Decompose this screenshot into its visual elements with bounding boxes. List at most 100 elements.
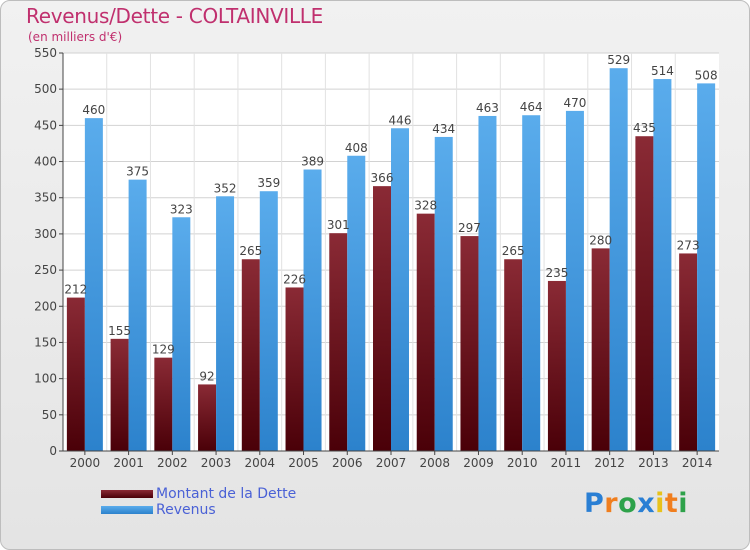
bar-revenue: [522, 115, 541, 451]
logo-letter: i: [678, 488, 689, 519]
bar-debt: [635, 136, 654, 451]
bar-revenue: [128, 179, 147, 452]
data-label-revenue: 463: [476, 101, 499, 115]
data-label-revenue: 464: [520, 100, 543, 114]
y-tick-label: 400: [34, 155, 57, 169]
y-tick-label: 50: [42, 408, 57, 422]
bar-revenue: [434, 136, 453, 451]
bar-revenue: [478, 115, 497, 451]
data-label-debt: 366: [371, 171, 394, 185]
logo-letter: r: [604, 488, 619, 519]
data-label-debt: 129: [152, 343, 175, 357]
data-label-revenue: 446: [389, 113, 412, 127]
data-label-revenue: 470: [563, 96, 586, 110]
legend-swatch-debt: [101, 490, 153, 498]
y-tick-label: 550: [34, 46, 57, 60]
data-label-revenue: 460: [82, 103, 105, 117]
x-tick-label: 2013: [638, 456, 669, 470]
bar-revenue: [303, 169, 322, 452]
bar-debt: [110, 338, 129, 451]
logo-letter: P: [584, 488, 605, 519]
x-tick-label: 2003: [201, 456, 232, 470]
proxiti-logo: Proxiti: [584, 488, 688, 519]
bar-debt: [285, 287, 304, 451]
logo-letter: i: [655, 488, 665, 519]
bar-debt: [679, 253, 698, 451]
data-label-debt: 265: [239, 244, 262, 258]
legend-label-debt: Montant de la Dette: [156, 486, 297, 502]
bar-revenue: [697, 83, 716, 451]
y-tick-label: 200: [34, 299, 57, 313]
x-tick-label: 2004: [245, 456, 276, 470]
data-label-revenue: 352: [214, 181, 237, 195]
bar-revenue: [259, 191, 278, 451]
bar-debt: [154, 357, 173, 451]
data-label-revenue: 434: [432, 122, 455, 136]
y-tick-label: 500: [34, 82, 57, 96]
data-label-debt: 297: [458, 221, 481, 235]
legend-swatch-revenue: [101, 506, 153, 514]
bar-debt: [241, 259, 260, 451]
x-tick-label: 2006: [332, 456, 363, 470]
data-label-debt: 155: [108, 324, 131, 338]
bar-debt: [198, 384, 217, 451]
x-tick-label: 2000: [70, 456, 101, 470]
x-tick-label: 2009: [463, 456, 494, 470]
bar-debt: [547, 280, 566, 451]
logo-letter: x: [637, 488, 656, 519]
data-label-revenue: 359: [257, 176, 280, 190]
x-tick-label: 2008: [419, 456, 450, 470]
chart-subtitle: (en milliers d'€): [28, 30, 123, 44]
bar-revenue: [565, 110, 584, 452]
bar-revenue: [391, 128, 409, 451]
logo-letter: t: [664, 488, 679, 519]
data-label-debt: 235: [545, 266, 568, 280]
bar-debt: [460, 236, 479, 451]
data-label-debt: 212: [64, 283, 87, 297]
data-label-debt: 226: [283, 272, 306, 286]
y-tick-label: 450: [34, 118, 57, 132]
bar-debt: [66, 297, 85, 451]
data-label-debt: 92: [199, 369, 214, 383]
y-tick-label: 0: [49, 444, 57, 458]
data-label-revenue: 375: [126, 165, 149, 179]
chart-title: Revenus/Dette - COLTAINVILLE: [26, 4, 323, 28]
y-tick-label: 300: [34, 227, 57, 241]
data-label-revenue: 529: [607, 53, 630, 67]
bar-debt: [416, 213, 435, 451]
y-tick-label: 350: [34, 191, 57, 205]
bar-revenue: [347, 155, 366, 452]
bar-revenue: [84, 118, 103, 452]
data-label-debt: 280: [589, 233, 612, 247]
data-label-debt: 273: [677, 238, 700, 252]
bar-revenue: [609, 68, 628, 452]
bar-revenue: [216, 196, 235, 451]
logo-letter: o: [618, 488, 638, 519]
data-label-debt: 265: [502, 244, 525, 258]
data-label-debt: 328: [414, 199, 437, 213]
y-tick-label: 100: [34, 372, 57, 386]
data-label-revenue: 389: [301, 155, 324, 169]
bar-debt: [591, 248, 610, 451]
y-tick-label: 250: [34, 263, 57, 277]
bar-revenue: [172, 217, 191, 451]
x-tick-label: 2007: [376, 456, 407, 470]
bar-revenue: [653, 79, 672, 452]
x-tick-label: 2002: [157, 456, 188, 470]
bar-debt: [373, 186, 391, 451]
bar-debt: [504, 259, 523, 451]
data-label-revenue: 408: [345, 141, 368, 155]
x-tick-label: 2005: [288, 456, 319, 470]
data-label-revenue: 514: [651, 64, 674, 78]
x-tick-label: 2012: [594, 456, 625, 470]
x-tick-label: 2014: [682, 456, 713, 470]
bar-debt: [329, 233, 348, 451]
data-label-debt: 435: [633, 121, 656, 135]
legend-label-revenue: Revenus: [156, 502, 216, 518]
x-tick-label: 2001: [113, 456, 144, 470]
data-label-debt: 301: [327, 218, 350, 232]
x-tick-label: 2011: [551, 456, 582, 470]
data-label-revenue: 508: [695, 68, 718, 82]
